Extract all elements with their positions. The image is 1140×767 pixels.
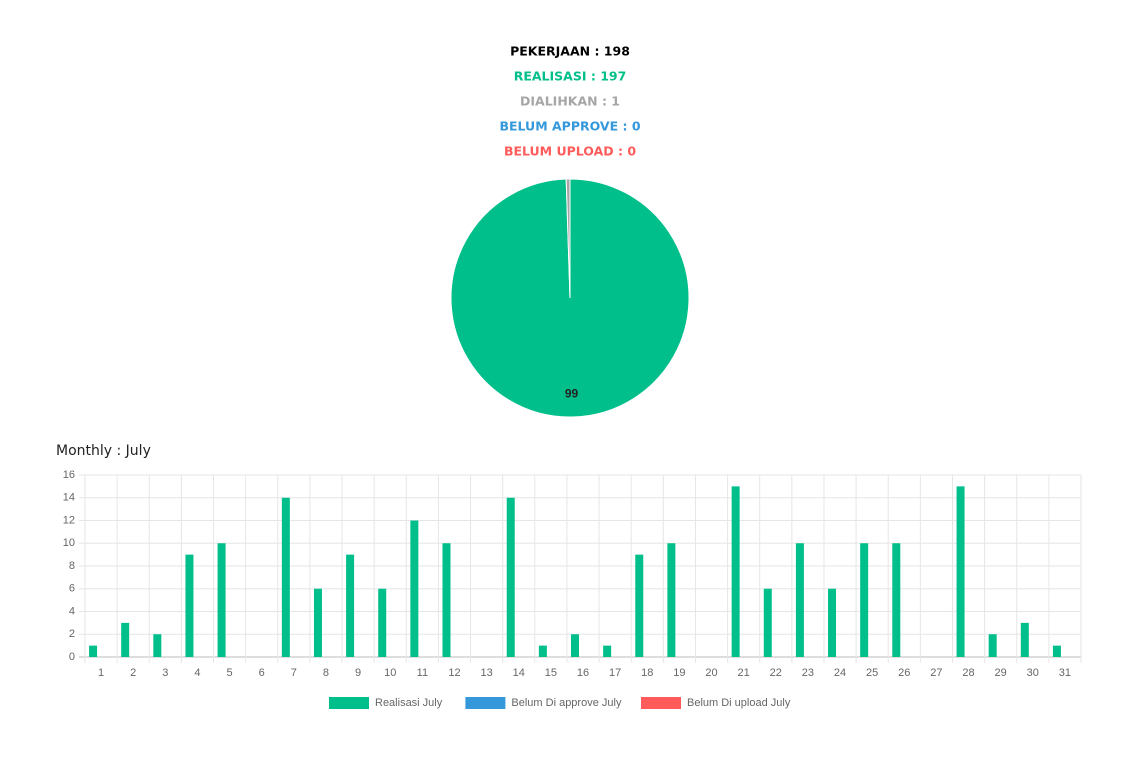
bar xyxy=(988,634,997,657)
x-tick-label: 29 xyxy=(995,667,1007,679)
x-tick-label: 14 xyxy=(513,667,525,679)
y-tick-label: 8 xyxy=(69,560,75,572)
bar xyxy=(442,543,451,657)
y-tick-label: 14 xyxy=(63,492,75,504)
bar xyxy=(121,622,130,657)
legend-swatch xyxy=(329,697,369,709)
x-tick-label: 9 xyxy=(355,667,361,679)
bar xyxy=(538,645,547,657)
x-tick-label: 26 xyxy=(898,667,910,679)
x-tick-label: 27 xyxy=(930,667,942,679)
legend-label: Belum Di approve July xyxy=(511,697,622,709)
x-tick-label: 28 xyxy=(962,667,974,679)
bar xyxy=(346,554,355,657)
x-tick-label: 17 xyxy=(609,667,621,679)
legend-swatch xyxy=(641,697,681,709)
summary-line: BELUM UPLOAD : 0 xyxy=(504,144,636,159)
bar xyxy=(410,520,419,657)
legend-label: Realisasi July xyxy=(375,697,443,709)
bar xyxy=(892,543,901,657)
bar xyxy=(667,543,676,657)
x-tick-label: 15 xyxy=(545,667,557,679)
bar xyxy=(281,497,290,657)
bar xyxy=(795,543,804,657)
x-tick-label: 25 xyxy=(866,667,878,679)
y-tick-label: 12 xyxy=(63,514,75,526)
bar xyxy=(506,497,515,657)
bar xyxy=(217,543,226,657)
x-tick-label: 30 xyxy=(1027,667,1039,679)
bar-chart-title: Monthly : July xyxy=(56,443,151,459)
bar xyxy=(185,554,194,657)
pie-slice xyxy=(565,178,571,299)
y-tick-label: 16 xyxy=(63,469,75,481)
summary-line: REALISASI : 197 xyxy=(514,69,627,84)
x-tick-label: 10 xyxy=(384,667,396,679)
bar xyxy=(571,634,579,657)
y-tick-label: 0 xyxy=(69,651,75,663)
x-tick-label: 20 xyxy=(705,667,717,679)
x-tick-label: 6 xyxy=(259,667,265,679)
x-tick-label: 5 xyxy=(227,667,233,679)
x-tick-label: 19 xyxy=(673,667,685,679)
legend-label: Belum Di upload July xyxy=(687,697,791,709)
x-tick-label: 2 xyxy=(130,667,136,679)
x-tick-label: 4 xyxy=(194,667,200,679)
bar xyxy=(1052,645,1061,657)
y-tick-label: 4 xyxy=(69,605,75,617)
x-tick-label: 12 xyxy=(448,667,460,679)
x-tick-label: 31 xyxy=(1059,667,1071,679)
x-tick-label: 1 xyxy=(98,667,104,679)
x-tick-label: 18 xyxy=(641,667,653,679)
x-tick-label: 22 xyxy=(770,667,782,679)
legend-swatch xyxy=(465,697,506,709)
bar xyxy=(603,645,612,657)
y-tick-label: 10 xyxy=(63,537,75,549)
bar xyxy=(635,554,644,657)
x-tick-label: 7 xyxy=(291,667,297,679)
x-tick-label: 8 xyxy=(323,667,329,679)
bar xyxy=(153,634,162,657)
pie-label: 99 xyxy=(565,387,579,401)
bar xyxy=(731,486,740,657)
x-tick-label: 23 xyxy=(802,667,814,679)
x-tick-label: 24 xyxy=(834,667,846,679)
bar xyxy=(763,588,772,657)
bar xyxy=(89,645,98,657)
summary-line: DIALIHKAN : 1 xyxy=(520,94,620,109)
x-tick-label: 11 xyxy=(417,667,428,679)
x-tick-label: 13 xyxy=(480,667,492,679)
bar xyxy=(313,588,322,657)
x-tick-label: 3 xyxy=(162,667,168,679)
summary-line: PEKERJAAN : 198 xyxy=(510,44,630,59)
bar xyxy=(828,588,837,657)
bar xyxy=(1020,622,1029,657)
bar xyxy=(860,543,869,657)
x-tick-label: 16 xyxy=(577,667,589,679)
bar xyxy=(378,588,387,657)
y-tick-label: 2 xyxy=(69,628,75,640)
summary-line: BELUM APPROVE : 0 xyxy=(499,119,640,134)
x-tick-label: 21 xyxy=(738,667,750,679)
bar xyxy=(956,486,965,657)
y-tick-label: 6 xyxy=(69,583,75,595)
